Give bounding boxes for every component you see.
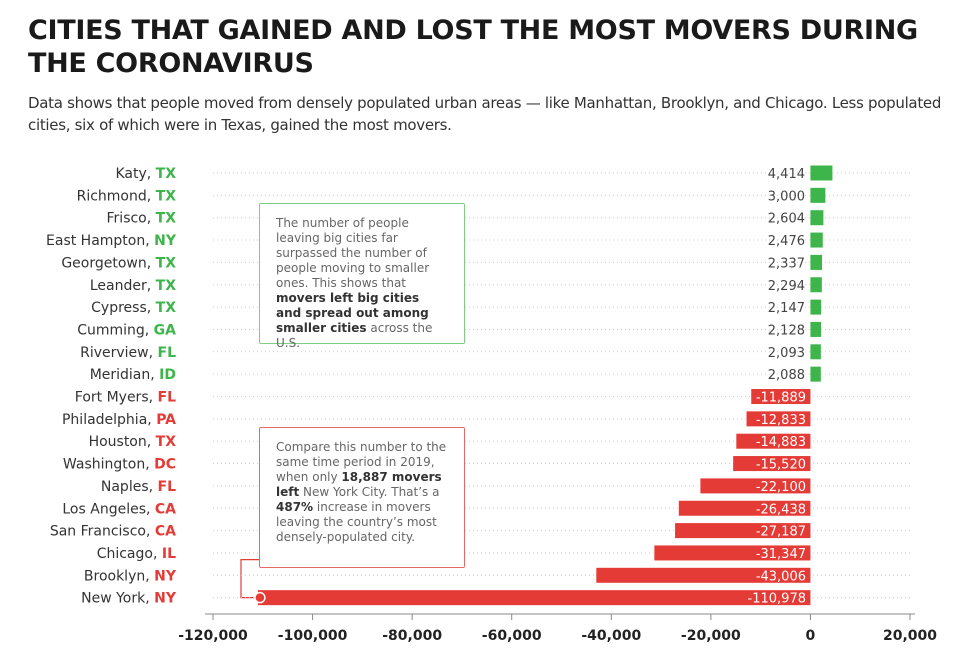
city-label: San Francisco, CA bbox=[50, 524, 176, 540]
value-label: 2,604 bbox=[768, 212, 805, 227]
loss-annotation: Compare this number to the same time per… bbox=[259, 427, 465, 568]
bar bbox=[746, 411, 811, 427]
value-label: -26,438 bbox=[756, 502, 806, 517]
bar bbox=[810, 210, 824, 226]
bar bbox=[810, 254, 823, 270]
value-label: 2,147 bbox=[768, 301, 805, 316]
bar bbox=[654, 545, 811, 561]
bar bbox=[733, 456, 811, 472]
note-bold-text: 18,887 movers left bbox=[276, 470, 442, 499]
bar bbox=[810, 366, 821, 382]
value-label: 2,476 bbox=[768, 234, 805, 249]
bar bbox=[810, 165, 833, 181]
city-label: Los Angeles, CA bbox=[62, 501, 176, 517]
city-label: Chicago, IL bbox=[97, 546, 176, 562]
note-text: increase in movers leaving the country’s… bbox=[276, 500, 437, 544]
value-label: -27,187 bbox=[756, 525, 806, 540]
bar bbox=[751, 389, 811, 404]
note-bold-text: movers left big cities and spread out am… bbox=[276, 291, 429, 335]
bar bbox=[675, 523, 811, 539]
bar bbox=[810, 299, 822, 315]
city-label: Washington, DC bbox=[63, 457, 176, 473]
value-label: 2,337 bbox=[768, 256, 805, 271]
bar bbox=[810, 232, 823, 248]
x-tick-label: -60,000 bbox=[482, 628, 542, 644]
x-tick-label: -80,000 bbox=[382, 628, 442, 644]
bar bbox=[700, 478, 811, 494]
annotation-marker bbox=[254, 591, 266, 604]
city-label: Naples, FL bbox=[101, 479, 176, 495]
bar bbox=[596, 567, 811, 583]
city-label: New York, NY bbox=[81, 591, 177, 607]
x-tick-label: 0 bbox=[806, 628, 816, 644]
city-label: Fort Myers, FL bbox=[75, 390, 176, 406]
city-label: Meridian, ID bbox=[90, 367, 176, 383]
city-label: Philadelphia, PA bbox=[62, 412, 176, 428]
note-text: The number of people leaving big cities … bbox=[276, 216, 430, 290]
value-label: -43,006 bbox=[756, 569, 806, 584]
city-label: Katy, TX bbox=[115, 166, 176, 182]
x-tick-label: 20,000 bbox=[883, 628, 937, 644]
bar bbox=[810, 187, 826, 203]
city-label: Houston, TX bbox=[89, 434, 177, 450]
value-label: -11,889 bbox=[756, 391, 806, 406]
x-tick-label: -40,000 bbox=[581, 628, 641, 644]
value-label: 3,000 bbox=[768, 189, 805, 204]
bar bbox=[810, 321, 822, 337]
value-label: 4,414 bbox=[768, 167, 805, 182]
x-tick-label: -20,000 bbox=[681, 628, 741, 644]
value-label: -110,978 bbox=[748, 592, 806, 607]
city-label: Leander, TX bbox=[90, 278, 176, 294]
note-bold-text: 487% bbox=[276, 500, 314, 514]
city-label: Georgetown, TX bbox=[61, 255, 176, 271]
x-tick-label: -100,000 bbox=[278, 628, 348, 644]
value-label: 2,088 bbox=[768, 368, 805, 383]
city-label: Riverview, FL bbox=[80, 345, 176, 361]
note-text: Compare this number to the same time per… bbox=[276, 440, 447, 484]
value-label: -22,100 bbox=[756, 480, 806, 495]
gain-annotation: The number of people leaving big cities … bbox=[259, 203, 465, 350]
city-label: Brooklyn, NY bbox=[84, 568, 177, 584]
value-label: -15,520 bbox=[756, 458, 806, 473]
city-label: East Hampton, NY bbox=[46, 233, 177, 249]
city-label: Frisco, TX bbox=[107, 211, 177, 227]
bar bbox=[736, 433, 811, 449]
city-label: Richmond, TX bbox=[77, 188, 177, 204]
note-text: across the U.S. bbox=[276, 321, 433, 350]
city-label: Cumming, GA bbox=[77, 322, 176, 338]
bar bbox=[810, 344, 821, 360]
subtitle: Data shows that people moved from densel… bbox=[28, 94, 942, 134]
value-label: 2,093 bbox=[768, 346, 805, 361]
bar bbox=[678, 500, 811, 516]
value-label: -14,883 bbox=[756, 435, 806, 450]
city-label: Cypress, TX bbox=[91, 300, 176, 316]
annotation-connector bbox=[240, 559, 259, 599]
value-label: -12,833 bbox=[756, 413, 806, 428]
value-label: 2,128 bbox=[768, 323, 805, 338]
note-text: New York City. That’s a bbox=[299, 485, 440, 499]
x-tick-label: -120,000 bbox=[178, 628, 248, 644]
page-title: CITIES THAT GAINED AND LOST THE MOST MOV… bbox=[28, 15, 918, 79]
value-label: 2,294 bbox=[768, 279, 805, 294]
value-label: -31,347 bbox=[756, 547, 806, 562]
bar bbox=[810, 277, 822, 293]
bar bbox=[257, 590, 811, 606]
